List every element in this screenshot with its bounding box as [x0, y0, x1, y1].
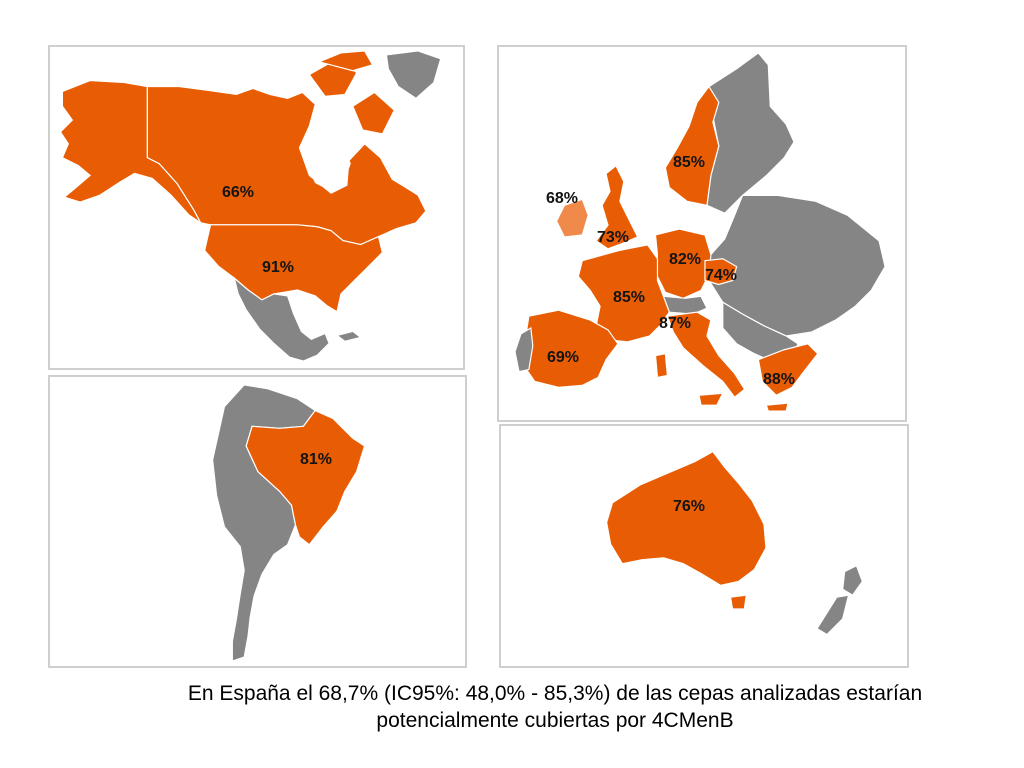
- usa-coverage-label: 91%: [262, 259, 295, 276]
- greece-coverage-label: 88%: [763, 371, 796, 388]
- brazil-coverage-label: 81%: [300, 451, 333, 468]
- canada-coverage-label: 66%: [222, 184, 255, 201]
- greece-region: [757, 343, 819, 396]
- sweden-finland-region: [706, 52, 795, 214]
- australia-coverage-label: 76%: [673, 498, 706, 515]
- south-america-map-panel: 81%: [48, 375, 467, 668]
- alps-region: [662, 295, 708, 315]
- caption: En España el 68,7% (IC95%: 48,0% - 85,3%…: [60, 680, 1024, 734]
- greenland-region: [385, 50, 442, 100]
- europe-map: [514, 52, 886, 412]
- north-america-map-panel: 66% 91%: [48, 45, 465, 370]
- tasmania-region: [729, 594, 747, 610]
- oceania-map: [606, 450, 864, 636]
- ireland-coverage-label: 68%: [546, 190, 579, 207]
- mexico-region: [233, 276, 330, 362]
- sardinia-region: [654, 352, 669, 379]
- new-zealand-region: [842, 564, 864, 596]
- crete-region: [765, 402, 789, 412]
- norway-coverage-label: 85%: [673, 154, 706, 171]
- italy-region: [666, 311, 746, 399]
- australia-region: [606, 450, 767, 586]
- france-coverage-label: 85%: [613, 289, 646, 306]
- oceania-map-panel: 76%: [499, 424, 909, 668]
- norway-region: [664, 85, 720, 207]
- france-region: [577, 244, 671, 343]
- uk-coverage-label: 73%: [597, 229, 630, 246]
- uk-region: [595, 164, 639, 250]
- canada-arctic-islands: [352, 91, 396, 135]
- brazil-region: [245, 409, 366, 546]
- caribbean-islands: [335, 330, 363, 342]
- italy-coverage-label: 87%: [659, 315, 692, 332]
- portugal-region: [514, 327, 534, 373]
- south-america-map: [212, 384, 366, 662]
- spain-coverage-label: 69%: [547, 349, 580, 366]
- sicily-region: [698, 392, 724, 406]
- europe-map-panel: 68% 85% 73% 82% 74% 85% 87% 69% 88%: [497, 45, 907, 422]
- ireland-region: [555, 198, 589, 238]
- new-zealand-region: [816, 594, 850, 636]
- czech-republic-region: [704, 258, 738, 286]
- north-america-map: [59, 50, 442, 362]
- caption-line-2: potencialmente cubiertas por 4CMenB: [376, 709, 734, 732]
- czech-coverage-label: 74%: [705, 267, 738, 284]
- germany-coverage-label: 82%: [669, 251, 702, 268]
- caption-line-1: En España el 68,7% (IC95%: 48,0% - 85,3%…: [187, 682, 923, 705]
- canada-arctic-islands: [317, 50, 374, 72]
